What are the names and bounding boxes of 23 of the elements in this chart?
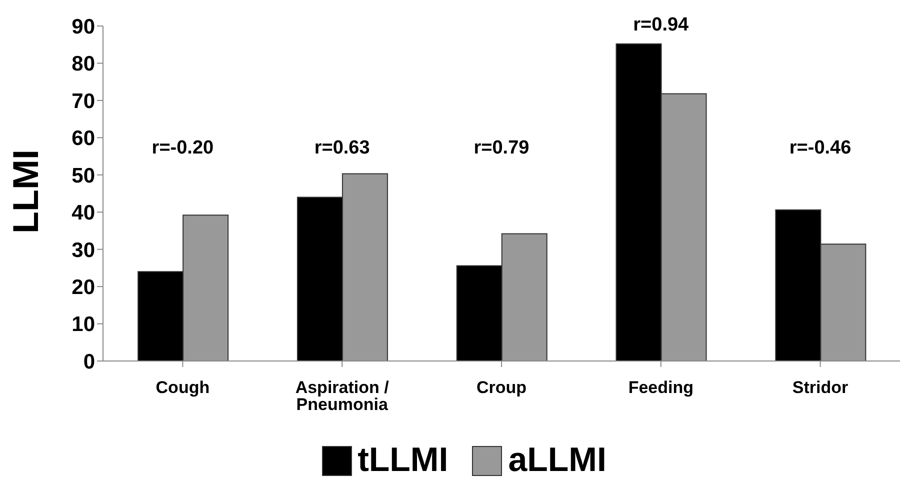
annotation: r=-0.46 <box>789 137 852 158</box>
y-tick-label: 90 <box>72 15 95 38</box>
annotation: r=0.79 <box>474 137 530 158</box>
y-tick-label: 40 <box>72 202 95 225</box>
x-tick-label: Stridor <box>792 378 849 398</box>
x-tick-label: Croup <box>476 378 527 398</box>
annotation: r=-0.20 <box>152 137 214 158</box>
y-tick-label: 60 <box>72 127 95 150</box>
x-tick-label: Aspiration / Pneumonia <box>295 378 390 414</box>
y-tick-label: 0 <box>83 350 95 374</box>
y-tick-label: 70 <box>72 90 95 113</box>
x-tick-label: Feeding <box>628 378 694 398</box>
annotation: r=0.63 <box>314 137 370 158</box>
annotation: r=0.94 <box>633 14 690 36</box>
legend-label: tLLMI <box>358 441 448 480</box>
y-tick-label: 10 <box>72 313 95 336</box>
x-tick-label: Cough <box>156 378 210 398</box>
legend-label: aLLMI <box>508 441 606 480</box>
y-axis-title: LLMI <box>4 150 46 234</box>
y-tick-label: 20 <box>72 276 95 300</box>
y-tick-label: 30 <box>72 238 95 262</box>
y-tick-label: 80 <box>72 52 95 76</box>
y-tick-label: 50 <box>72 164 95 188</box>
